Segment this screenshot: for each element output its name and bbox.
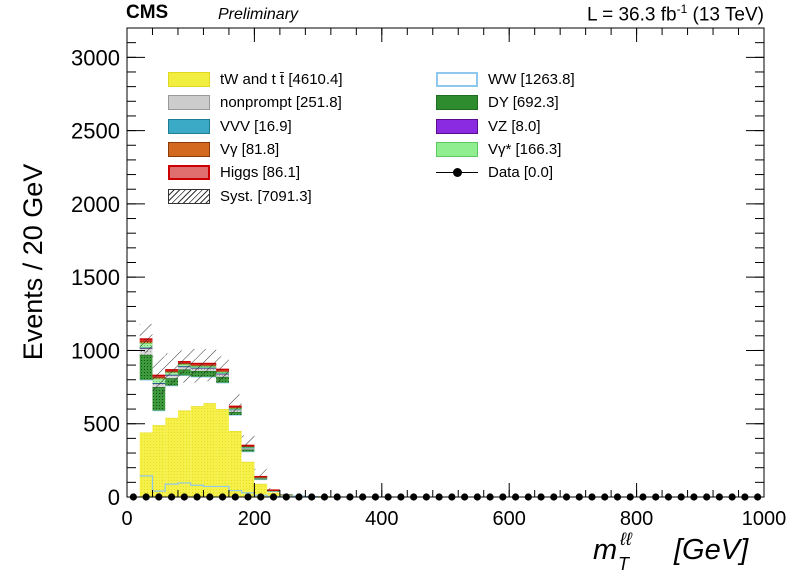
legend-item-top: tW and t t̄ [4610.4] (168, 68, 343, 91)
bar-top (152, 425, 166, 497)
legend-item-syst: Syst. [7091.3] (168, 184, 343, 207)
legend-swatch-ww (436, 72, 478, 88)
legend-label: VZ [8.0] (488, 117, 541, 135)
syst-bin (228, 394, 242, 415)
legend-label: nonprompt [251.8] (220, 94, 342, 112)
y-tick-label: 2000 (71, 192, 120, 217)
syst-bin (267, 488, 280, 492)
bar-ww (267, 491, 280, 493)
legend-item-nonprompt: nonprompt [251.8] (168, 91, 343, 114)
bar-ww (203, 376, 217, 404)
syst-band (139, 324, 331, 497)
legend-swatch-vg (168, 142, 210, 158)
syst-bin (165, 353, 178, 386)
luminosity-label: L = 36.3 fb-1 (13 TeV) (586, 2, 764, 26)
bar-top (228, 431, 242, 497)
y-tick-label: 0 (108, 485, 120, 510)
legend-item-vg: Vγ [81.8] (168, 138, 343, 161)
legend-swatch-syst (168, 188, 210, 204)
legend-swatch-top (168, 72, 210, 88)
bar-top (241, 461, 255, 497)
bar-top (177, 410, 191, 497)
bar-ww (139, 379, 153, 433)
bar-ww (165, 385, 178, 418)
bar-ww (228, 414, 242, 432)
x-tick-label: 400 (365, 508, 398, 530)
x-axis-title: m T ℓℓ [GeV] (593, 529, 749, 572)
syst-bin (254, 469, 268, 477)
legend-item-vz: VZ [8.0] (436, 115, 575, 138)
bar-ww (177, 375, 191, 411)
syst-bin (152, 356, 166, 395)
y-tick-label: 500 (83, 412, 120, 437)
y-tick-label: 1500 (71, 265, 120, 290)
legend-swatch-vgstar (436, 142, 478, 158)
legend-label: tW and t t̄ [4610.4] (220, 71, 343, 89)
bar-top (139, 432, 153, 497)
legend-label: Higgs [86.1] (220, 164, 301, 182)
legend-label: Data [0.0] (488, 164, 554, 182)
legend-swatch-nonprompt (168, 95, 210, 111)
legend-marker-data (436, 165, 478, 180)
legend-label: VVV [16.9] (220, 117, 292, 135)
bar-ww (254, 479, 268, 484)
y-tick-label: 3000 (71, 45, 120, 70)
preliminary-label: Preliminary (218, 6, 299, 23)
bar-dy (139, 354, 153, 380)
y-tick-label: 1000 (71, 338, 120, 363)
bar-top (203, 403, 217, 497)
x-tick-label: 0 (121, 508, 132, 530)
legend-right-column: WW [1263.8] DY [692.3] VZ [8.0] Vγ* [166.3]… (436, 68, 575, 184)
legend-item-data: Data [0.0] (436, 161, 575, 184)
legend-item-vvv: VVV [16.9] (168, 115, 343, 138)
bar-ww (216, 382, 229, 410)
syst-bin (177, 350, 191, 383)
bar-ww (152, 410, 166, 426)
svg-text:[GeV]: [GeV] (673, 534, 749, 566)
legend-left-column: tW and t t̄ [4610.4] nonprompt [251.8] VVV… (168, 68, 343, 208)
legend-swatch-dy (436, 95, 478, 111)
bar-top (190, 406, 204, 497)
cms-label: CMS (126, 2, 169, 23)
axes: 0 200 400 600 800 1000 0 500 1000 1500 2000 2500 300… (71, 27, 787, 530)
x-tick-label: 800 (620, 508, 653, 530)
syst-bin (216, 356, 229, 383)
legend-label: WW [1263.8] (488, 71, 575, 89)
legend-label: Vγ* [166.3] (488, 141, 562, 159)
svg-text:m: m (593, 534, 617, 566)
legend-swatch-vz (436, 118, 478, 134)
svg-text:T: T (618, 554, 631, 572)
legend-item-higgs: Higgs [86.1] (168, 161, 343, 184)
syst-bin (241, 435, 255, 448)
legend-item-dy: DY [692.3] (436, 91, 575, 114)
syst-bin (203, 348, 217, 382)
bar-ww (190, 376, 204, 407)
x-tick-label: 1000 (742, 508, 787, 530)
legend-item-vgstar: Vγ* [166.3] (436, 138, 575, 161)
y-tick-label: 2500 (71, 119, 120, 144)
bar-top (165, 417, 178, 497)
svg-text:ℓℓ: ℓℓ (619, 529, 633, 549)
legend-label: Vγ [81.8] (220, 141, 280, 159)
legend-swatch-higgs (168, 165, 210, 181)
bar-ww (241, 451, 255, 462)
plot-area (127, 324, 764, 501)
bar-top (254, 483, 268, 497)
syst-bin (139, 324, 153, 354)
y-axis-title: Events / 20 GeV (18, 164, 48, 361)
bar-nonprompt (241, 447, 255, 450)
legend-item-ww: WW [1263.8] (436, 68, 575, 91)
x-tick-label: 600 (493, 508, 526, 530)
legend-label: DY [692.3] (488, 94, 559, 112)
syst-bin (190, 348, 204, 383)
x-tick-label: 200 (238, 508, 271, 530)
legend-swatch-vvv (168, 118, 210, 134)
legend-label: Syst. [7091.3] (220, 187, 312, 205)
bar-top (216, 409, 229, 497)
bar-dy (241, 449, 255, 452)
